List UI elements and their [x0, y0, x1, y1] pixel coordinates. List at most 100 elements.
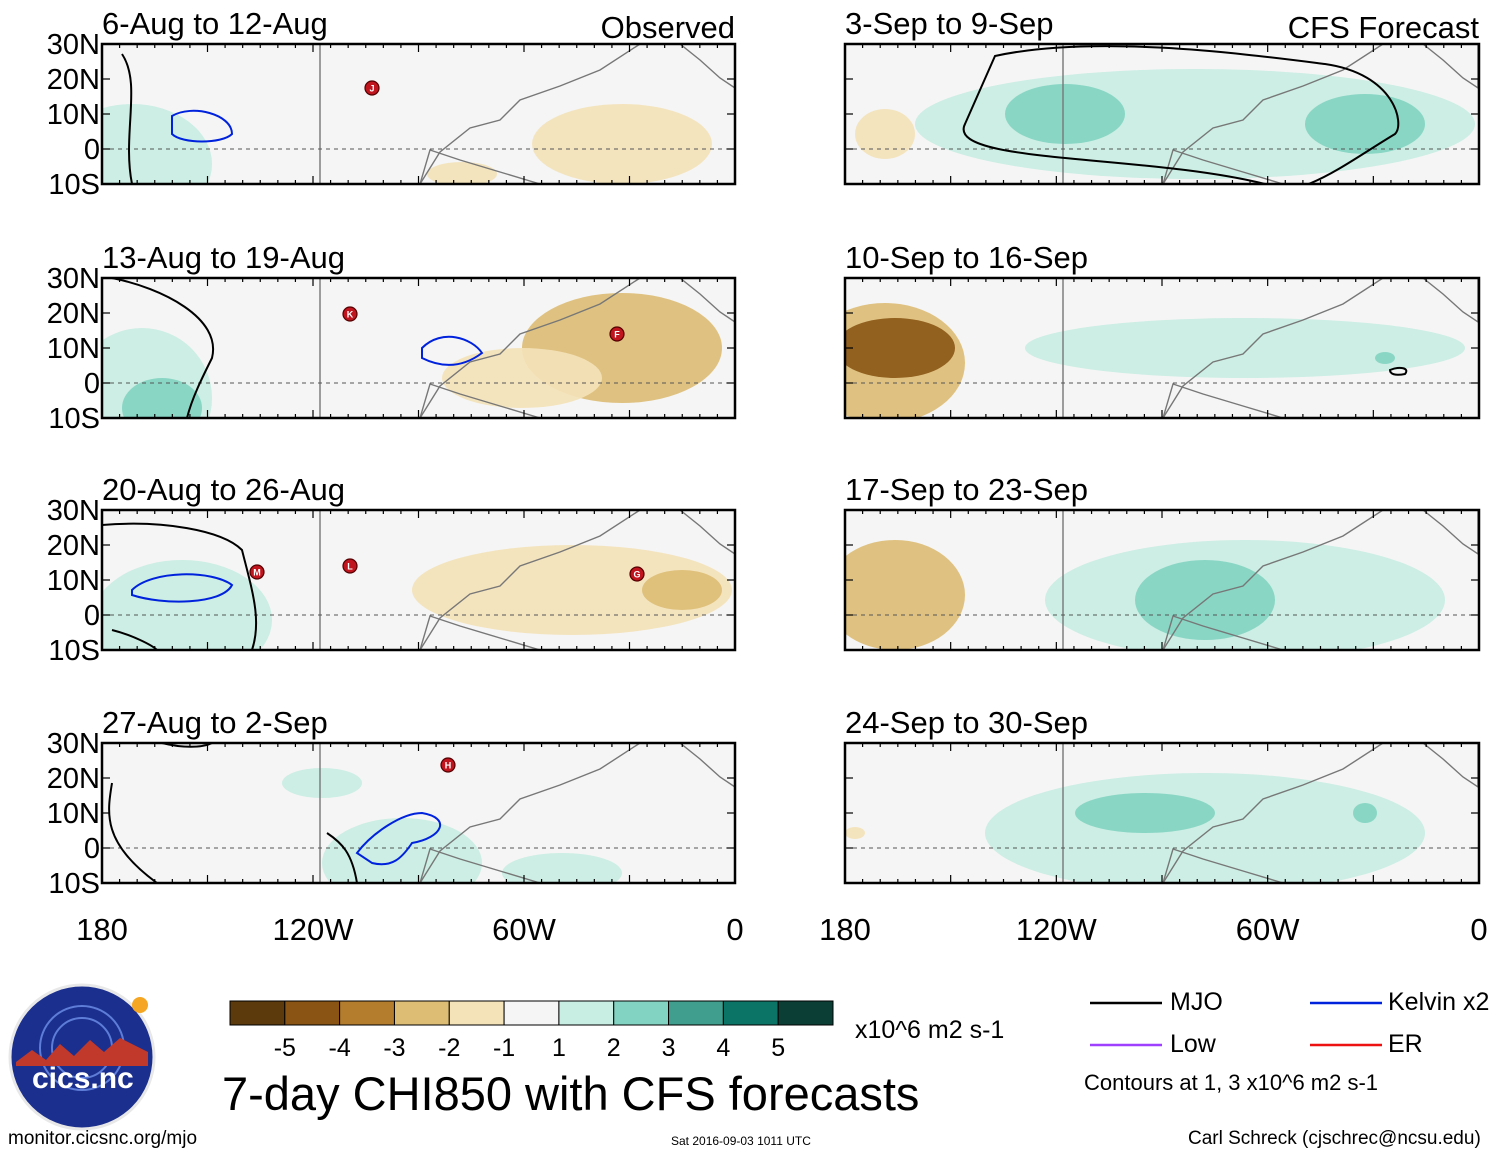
- chi-anomaly-region: [442, 348, 602, 408]
- storm-marker: F: [609, 326, 625, 342]
- lat-tick-label: 30N: [47, 728, 100, 760]
- map-panel: [845, 510, 1479, 650]
- chi-anomaly-region: [1305, 94, 1425, 154]
- kelvin-contour: [355, 811, 442, 866]
- map-panel: J: [102, 44, 735, 184]
- lat-tick-label: 0: [84, 600, 100, 632]
- colorbar: -5 -4 -3 -2 -1 1 2 3 4 5: [229, 1000, 834, 1062]
- timestamp: Sat 2016-09-03 1011 UTC: [671, 1134, 811, 1148]
- colorbar-swatch: [558, 1000, 615, 1026]
- colorbar-units: x10^6 m2 s-1: [855, 1016, 1005, 1044]
- panel-date-label: 10-Sep to 16-Sep: [845, 240, 1088, 275]
- lat-tick-label: 30N: [47, 29, 100, 61]
- chi-anomaly-region: [1005, 84, 1125, 144]
- legend-label-kelvin: Kelvin x2: [1388, 988, 1490, 1016]
- chi-anomaly-region: [412, 545, 732, 635]
- lon-tick-label: 180: [819, 912, 871, 947]
- chi-anomaly-region: [122, 378, 202, 418]
- chi-anomaly-region: [1025, 318, 1465, 378]
- colorbar-tick-label: 3: [662, 1034, 676, 1062]
- storm-letter: M: [253, 568, 261, 578]
- storm-letter: L: [347, 562, 353, 572]
- colorbar-tick-label: -5: [274, 1034, 296, 1062]
- map-panel: [845, 278, 1479, 418]
- chi-anomaly-region: [845, 318, 955, 378]
- colorbar-swatch: [777, 1000, 834, 1026]
- colorbar-swatch: [668, 1000, 724, 1026]
- coastline: [319, 44, 735, 184]
- colorbar-tick-label: -1: [493, 1034, 515, 1062]
- lon-tick-label: 60W: [1236, 912, 1300, 947]
- author-credit: Carl Schreck (cjschrec@ncsu.edu): [1188, 1128, 1481, 1149]
- chi-anomaly-region: [642, 570, 722, 610]
- lon-tick-label: 120W: [1016, 912, 1098, 947]
- lat-tick-label: 0: [84, 833, 100, 865]
- lat-tick-label: 30N: [47, 263, 100, 295]
- colorbar-swatch: [613, 1000, 670, 1026]
- lat-tick-label: 20N: [47, 763, 100, 795]
- lon-tick-label: 0: [726, 912, 743, 947]
- legend: [1090, 1001, 1382, 1047]
- lat-tick-label: 0: [84, 368, 100, 400]
- mjo-contour: [121, 53, 133, 184]
- legend-label-mjo: MJO: [1170, 988, 1223, 1016]
- chi-anomaly-region: [102, 560, 272, 650]
- coastline: [319, 278, 735, 418]
- map-panel: [845, 44, 1479, 184]
- chi-anomaly-region: [427, 162, 497, 184]
- coastline: [1062, 278, 1479, 418]
- map-panel: MLG: [102, 510, 735, 650]
- colorbar-swatch: [229, 1000, 286, 1026]
- website-url: monitor.cicsnc.org/mjo: [8, 1128, 198, 1149]
- mjo-contour: [1388, 366, 1408, 376]
- column-header: CFS Forecast: [1288, 10, 1480, 45]
- chi-anomaly-region: [855, 109, 915, 159]
- panel-date-label: 27-Aug to 2-Sep: [102, 705, 328, 740]
- lat-tick-label: 10N: [47, 99, 100, 131]
- mjo-contour: [962, 45, 1400, 184]
- colorbar-swatch: [448, 1000, 505, 1026]
- lon-tick-label: 0: [1470, 912, 1487, 947]
- lat-tick-label: 10S: [48, 868, 100, 900]
- panel-date-label: 24-Sep to 30-Sep: [845, 705, 1088, 740]
- kelvin-contour: [171, 109, 234, 143]
- lat-tick-label: 10S: [48, 169, 100, 201]
- cicsnc-logo: [8, 983, 156, 1131]
- panel-date-label: 17-Sep to 23-Sep: [845, 472, 1088, 507]
- column-header: Observed: [601, 10, 735, 45]
- lat-tick-label: 10N: [47, 565, 100, 597]
- mjo-contour: [108, 782, 158, 883]
- lat-tick-label: 20N: [47, 64, 100, 96]
- lat-tick-label: 20N: [47, 530, 100, 562]
- legend-label-er: ER: [1388, 1030, 1423, 1058]
- coastline: [1062, 510, 1479, 650]
- storm-marker: M: [249, 564, 265, 580]
- legend-label-low: Low: [1170, 1030, 1216, 1058]
- storm-marker: J: [364, 80, 380, 96]
- lat-tick-label: 30N: [47, 495, 100, 527]
- figure-title: 7-day CHI850 with CFS forecasts: [222, 1067, 920, 1120]
- colorbar-swatch: [339, 1000, 395, 1026]
- storm-letter: J: [369, 84, 374, 94]
- mjo-contour: [111, 278, 215, 418]
- panel-date-label: 20-Aug to 26-Aug: [102, 472, 345, 507]
- kelvin-contour: [421, 335, 484, 366]
- colorbar-tick-label: 5: [771, 1034, 785, 1062]
- storm-letter: K: [347, 310, 354, 320]
- colorbar-tick-label: -4: [329, 1034, 351, 1062]
- chi-anomaly-region: [532, 104, 712, 184]
- chi-anomaly-region: [845, 540, 965, 650]
- kelvin-contour: [131, 573, 234, 603]
- chi-anomaly-region: [845, 827, 865, 839]
- storm-letter: H: [445, 761, 452, 771]
- lon-tick-label: 60W: [492, 912, 556, 947]
- lat-tick-label: 10N: [47, 333, 100, 365]
- colorbar-swatch: [393, 1000, 450, 1026]
- panel-date-label: 3-Sep to 9-Sep: [845, 6, 1054, 41]
- chi-anomaly-region: [502, 853, 622, 883]
- storm-letter: G: [633, 570, 640, 580]
- storm-marker: G: [629, 566, 645, 582]
- panel-date-label: 6-Aug to 12-Aug: [102, 6, 328, 41]
- lat-tick-label: 0: [84, 134, 100, 166]
